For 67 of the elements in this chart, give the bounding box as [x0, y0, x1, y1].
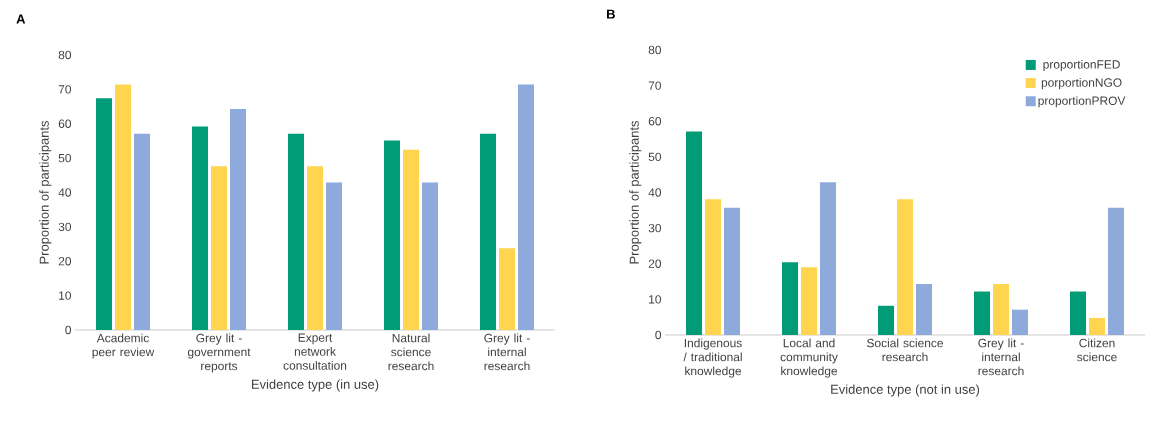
y-tick-label: 60 — [58, 119, 72, 128]
bar — [499, 248, 516, 330]
chart-title: B — [606, 9, 615, 19]
bar — [192, 126, 209, 330]
bar — [115, 84, 132, 330]
y-tick-label: 80 — [648, 45, 662, 55]
bar — [705, 199, 722, 335]
y-tick-label: 50 — [648, 152, 662, 162]
bar — [801, 267, 818, 335]
bar — [1089, 317, 1106, 335]
bar — [288, 133, 305, 330]
y-tick-label: 50 — [58, 153, 72, 163]
bar — [974, 291, 991, 335]
y-tick-label: 10 — [649, 295, 662, 304]
y-tick-label: 40 — [58, 188, 72, 197]
bar — [96, 98, 113, 330]
y-tick-label: 0 — [655, 330, 662, 340]
x-axis-title: Evidence type (in use) — [252, 379, 379, 392]
bar — [518, 84, 535, 330]
bar — [230, 108, 247, 330]
bar — [724, 207, 741, 335]
x-tick-label: Grey lit - government reports — [187, 333, 251, 373]
y-tick-label: 70 — [58, 85, 72, 94]
y-tick-label: 30 — [58, 222, 72, 232]
bar — [211, 166, 228, 330]
bar — [878, 305, 895, 335]
bar — [307, 166, 324, 330]
y-axis-title: Proportion of participants — [39, 120, 52, 264]
legend-label: proportionFED — [1043, 59, 1120, 72]
legend-label: porportionNGO — [1041, 78, 1122, 90]
bar — [1012, 309, 1029, 335]
bar — [686, 131, 703, 335]
bar — [916, 284, 933, 335]
x-tick-label: Local and community knowledge — [780, 338, 838, 378]
y-tick-label: 60 — [648, 117, 662, 126]
bar — [782, 262, 799, 335]
bar — [480, 133, 497, 330]
y-tick-label: 20 — [648, 259, 662, 268]
y-tick-label: 40 — [648, 188, 662, 197]
bar — [134, 133, 151, 330]
y-tick-label: 30 — [648, 223, 662, 233]
x-tick-label: Citizen science — [1077, 338, 1117, 362]
y-tick-label: 80 — [58, 50, 72, 60]
bar — [820, 182, 837, 335]
y-tick-label: 10 — [59, 291, 72, 300]
legend-label: proportionPROV — [1038, 96, 1126, 108]
y-tick-label: 20 — [58, 257, 72, 266]
bar — [384, 140, 401, 330]
bar — [403, 149, 420, 330]
x-tick-label: Natural science research — [388, 333, 434, 371]
bar — [897, 199, 914, 335]
x-axis-title: Evidence type (not in use) — [831, 384, 980, 397]
bar — [1108, 207, 1125, 335]
y-tick-label: 0 — [65, 325, 72, 335]
y-tick-label: 70 — [648, 81, 662, 90]
x-tick-label: Academic peer review — [92, 333, 155, 359]
bar — [993, 284, 1010, 335]
y-axis-title: Proportion of participants — [629, 120, 642, 264]
bar — [326, 182, 343, 330]
x-tick-label: Grey lit - internal research — [484, 333, 530, 371]
x-tick-label: Indigenous / traditional knowledge — [683, 338, 742, 378]
bar — [1070, 291, 1087, 335]
bar — [422, 182, 439, 330]
x-tick-label: Grey lit - internal research — [978, 338, 1024, 376]
x-tick-label: Social science research — [867, 338, 943, 362]
x-tick-label: Expert network consultation — [283, 333, 347, 370]
chart-title: A — [16, 14, 26, 24]
